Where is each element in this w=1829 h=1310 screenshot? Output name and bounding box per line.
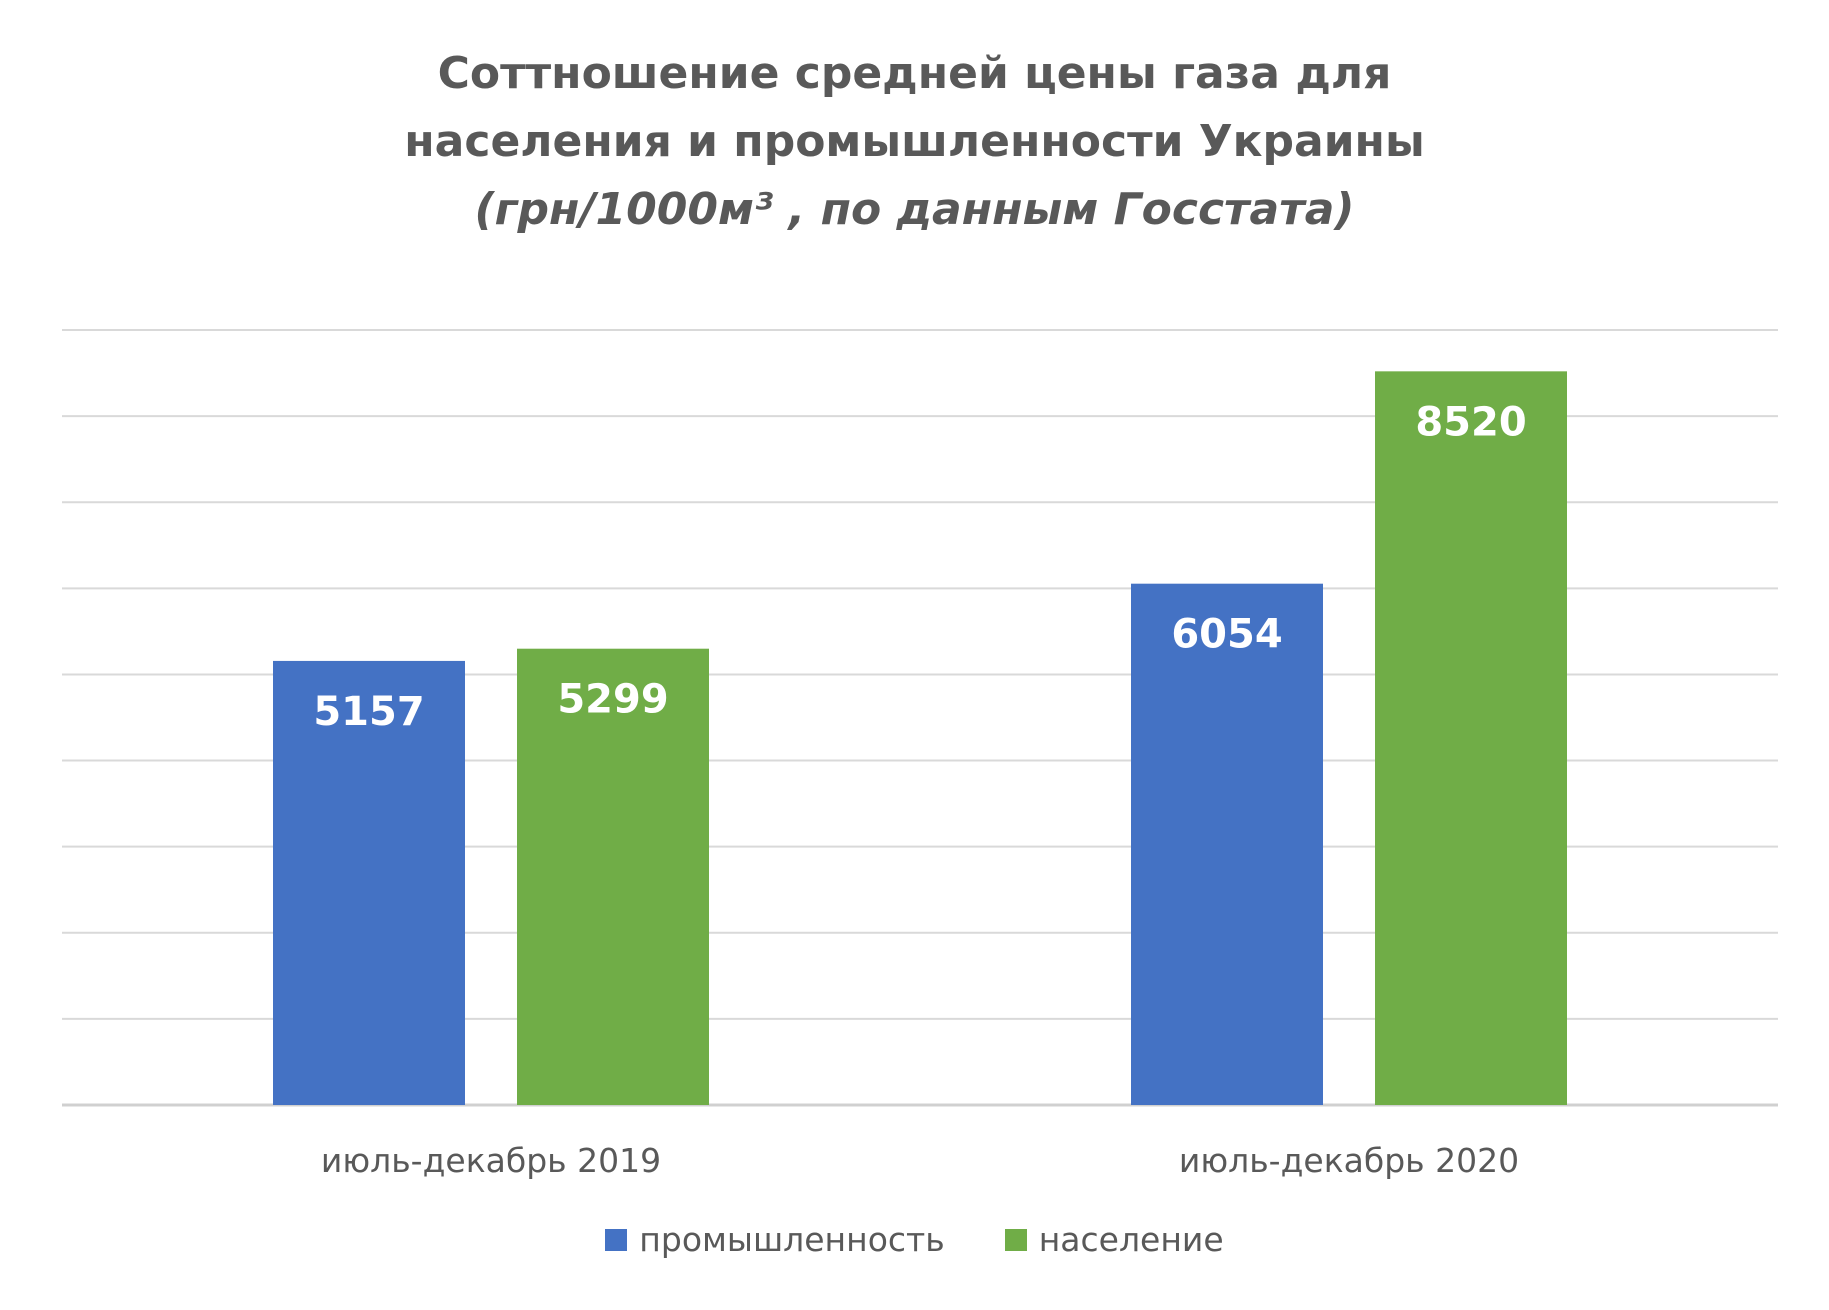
chart-title: Соттношение средней цены газа для населе…	[0, 40, 1829, 244]
category-label: июль-декабрь 2019	[321, 1141, 661, 1180]
legend-label-industry: промышленность	[639, 1220, 945, 1259]
bar-value-label: 6054	[1171, 612, 1282, 658]
legend-swatch-industry	[605, 1228, 628, 1251]
bar-value-label: 5157	[313, 689, 424, 735]
legend-item-population: население	[1004, 1220, 1224, 1259]
legend-label-population: население	[1038, 1220, 1224, 1259]
bar	[517, 648, 709, 1105]
bar	[273, 660, 465, 1105]
bar-value-label: 8520	[1415, 399, 1526, 445]
legend-item-industry: промышленность	[605, 1220, 945, 1259]
category-label: июль-декабрь 2020	[1179, 1141, 1519, 1180]
title-line-2: населения и промышленности Украины	[404, 116, 1425, 167]
bar-value-label: 5299	[557, 677, 668, 723]
legend-swatch-population	[1004, 1228, 1027, 1251]
title-line-1: Соттношение средней цены газа для	[437, 48, 1392, 99]
chart-subtitle: (грн/1000м³ , по данным Госстата)	[474, 184, 1355, 235]
legend: промышленность население	[0, 1220, 1829, 1259]
bar	[1131, 583, 1323, 1105]
bar	[1375, 371, 1567, 1105]
